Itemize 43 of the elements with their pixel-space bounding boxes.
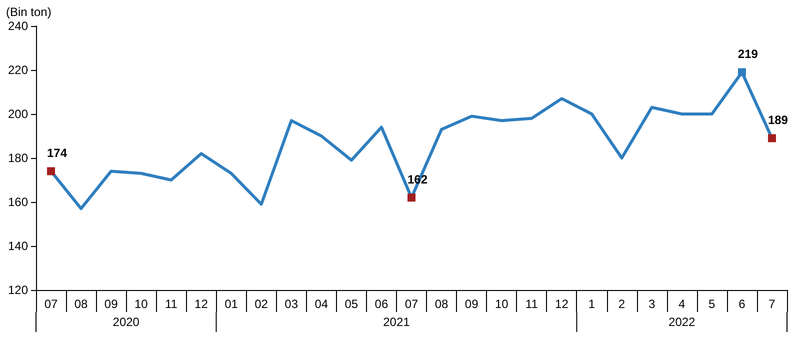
x-tick-label: 09 <box>104 297 118 311</box>
data-label: 189 <box>768 113 788 128</box>
x-tick-label: 6 <box>738 297 746 311</box>
x-tick-label: 01 <box>224 297 238 311</box>
text: 2021 <box>383 315 410 329</box>
x-tick-label: 1 <box>588 297 596 311</box>
x-tick-label: 5 <box>708 297 716 311</box>
y-tick-label: 220 <box>8 63 28 77</box>
y-tick-label: 160 <box>8 195 28 209</box>
x-tick-label: 10 <box>134 297 148 311</box>
x-tick-label: 7 <box>768 297 776 311</box>
x-tick-label: 4 <box>678 297 686 311</box>
x-tick-label: 06 <box>374 297 388 311</box>
y-tick-label: 240 <box>8 19 28 33</box>
text: 2020 <box>112 315 140 329</box>
x-tick-label: 11 <box>164 297 178 311</box>
point <box>47 167 56 176</box>
y-axis-title: (Bin ton) <box>6 5 52 19</box>
x-tick-label: 02 <box>254 297 268 311</box>
data-label: 174 <box>47 146 68 160</box>
x-tick-label: 3 <box>648 297 656 311</box>
data-label: 219 <box>738 47 758 62</box>
y-tick-label: 180 <box>8 151 28 165</box>
point <box>738 68 746 76</box>
x-tick-label: 08 <box>434 297 449 311</box>
y-tick-label: 200 <box>8 107 28 121</box>
x-tick-label: 11 <box>525 297 538 311</box>
x-tick-label: 07 <box>44 297 58 311</box>
x-tick-label: 03 <box>284 297 298 311</box>
x-tick-label: 05 <box>344 297 358 311</box>
y-tick-label: 120 <box>8 283 28 297</box>
x-tick-label: 12 <box>555 297 569 311</box>
x-tick-label: 08 <box>74 297 88 311</box>
point <box>768 134 776 142</box>
x-tick-label: 2 <box>618 297 626 311</box>
x-tick-label: 07 <box>404 297 418 311</box>
x-tick-label: 10 <box>494 297 509 311</box>
y-tick-label: 140 <box>8 239 28 253</box>
point <box>408 194 416 202</box>
text: 2022 <box>668 315 696 329</box>
x-tick-label: 04 <box>314 297 328 311</box>
x-tick-label: 12 <box>194 297 208 311</box>
x-tick-label: 09 <box>464 297 479 311</box>
